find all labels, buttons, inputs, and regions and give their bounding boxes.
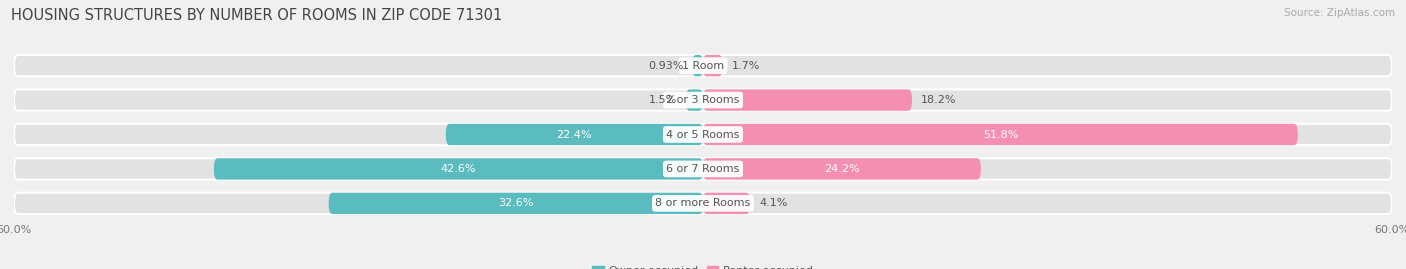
Text: 1.5%: 1.5% — [648, 95, 676, 105]
Text: 4.1%: 4.1% — [759, 198, 787, 208]
Text: 1.7%: 1.7% — [731, 61, 761, 71]
FancyBboxPatch shape — [446, 124, 703, 145]
FancyBboxPatch shape — [14, 55, 1392, 76]
Text: 32.6%: 32.6% — [498, 198, 533, 208]
FancyBboxPatch shape — [692, 55, 703, 76]
Text: 0.93%: 0.93% — [648, 61, 683, 71]
FancyBboxPatch shape — [14, 193, 1392, 214]
FancyBboxPatch shape — [14, 89, 1392, 111]
FancyBboxPatch shape — [14, 158, 1392, 180]
Legend: Owner-occupied, Renter-occupied: Owner-occupied, Renter-occupied — [588, 261, 818, 269]
Text: 24.2%: 24.2% — [824, 164, 859, 174]
Text: 4 or 5 Rooms: 4 or 5 Rooms — [666, 129, 740, 140]
Text: HOUSING STRUCTURES BY NUMBER OF ROOMS IN ZIP CODE 71301: HOUSING STRUCTURES BY NUMBER OF ROOMS IN… — [11, 8, 502, 23]
Text: 18.2%: 18.2% — [921, 95, 956, 105]
Text: 42.6%: 42.6% — [440, 164, 477, 174]
Text: 8 or more Rooms: 8 or more Rooms — [655, 198, 751, 208]
FancyBboxPatch shape — [703, 124, 1298, 145]
FancyBboxPatch shape — [329, 193, 703, 214]
FancyBboxPatch shape — [686, 89, 703, 111]
FancyBboxPatch shape — [214, 158, 703, 180]
Text: 51.8%: 51.8% — [983, 129, 1018, 140]
Text: 1 Room: 1 Room — [682, 61, 724, 71]
Text: 6 or 7 Rooms: 6 or 7 Rooms — [666, 164, 740, 174]
Text: 2 or 3 Rooms: 2 or 3 Rooms — [666, 95, 740, 105]
Text: 22.4%: 22.4% — [557, 129, 592, 140]
FancyBboxPatch shape — [703, 89, 912, 111]
FancyBboxPatch shape — [703, 55, 723, 76]
FancyBboxPatch shape — [703, 193, 749, 214]
Text: Source: ZipAtlas.com: Source: ZipAtlas.com — [1284, 8, 1395, 18]
FancyBboxPatch shape — [703, 158, 981, 180]
FancyBboxPatch shape — [14, 124, 1392, 145]
